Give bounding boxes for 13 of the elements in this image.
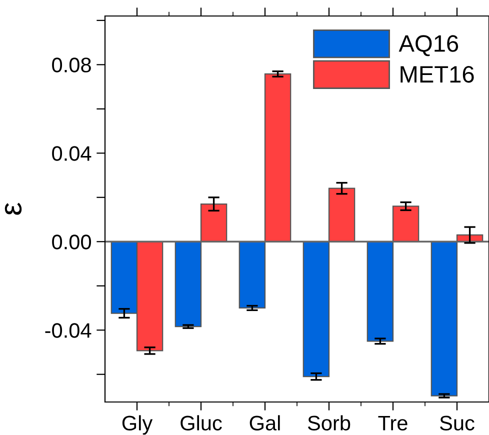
y-tick-label: -0.04 [45,323,92,338]
y-tick-label: 0.08 [52,58,91,72]
x-tick-label: Suc [440,416,474,430]
x-tick-label: Gluc [180,415,222,430]
y-axis-title: ε [4,202,22,215]
x-tick-label: Gal [250,415,280,430]
x-tick-label: Sorb [308,415,350,430]
legend-label: AQ16 [398,35,458,56]
legend-label: MET16 [400,66,474,83]
x-tick-label: Gly [122,415,153,435]
x-tick-label: Tre [378,416,408,430]
y-tick-label: 0.00 [52,234,91,250]
y-tick-label: 0.04 [52,146,92,161]
